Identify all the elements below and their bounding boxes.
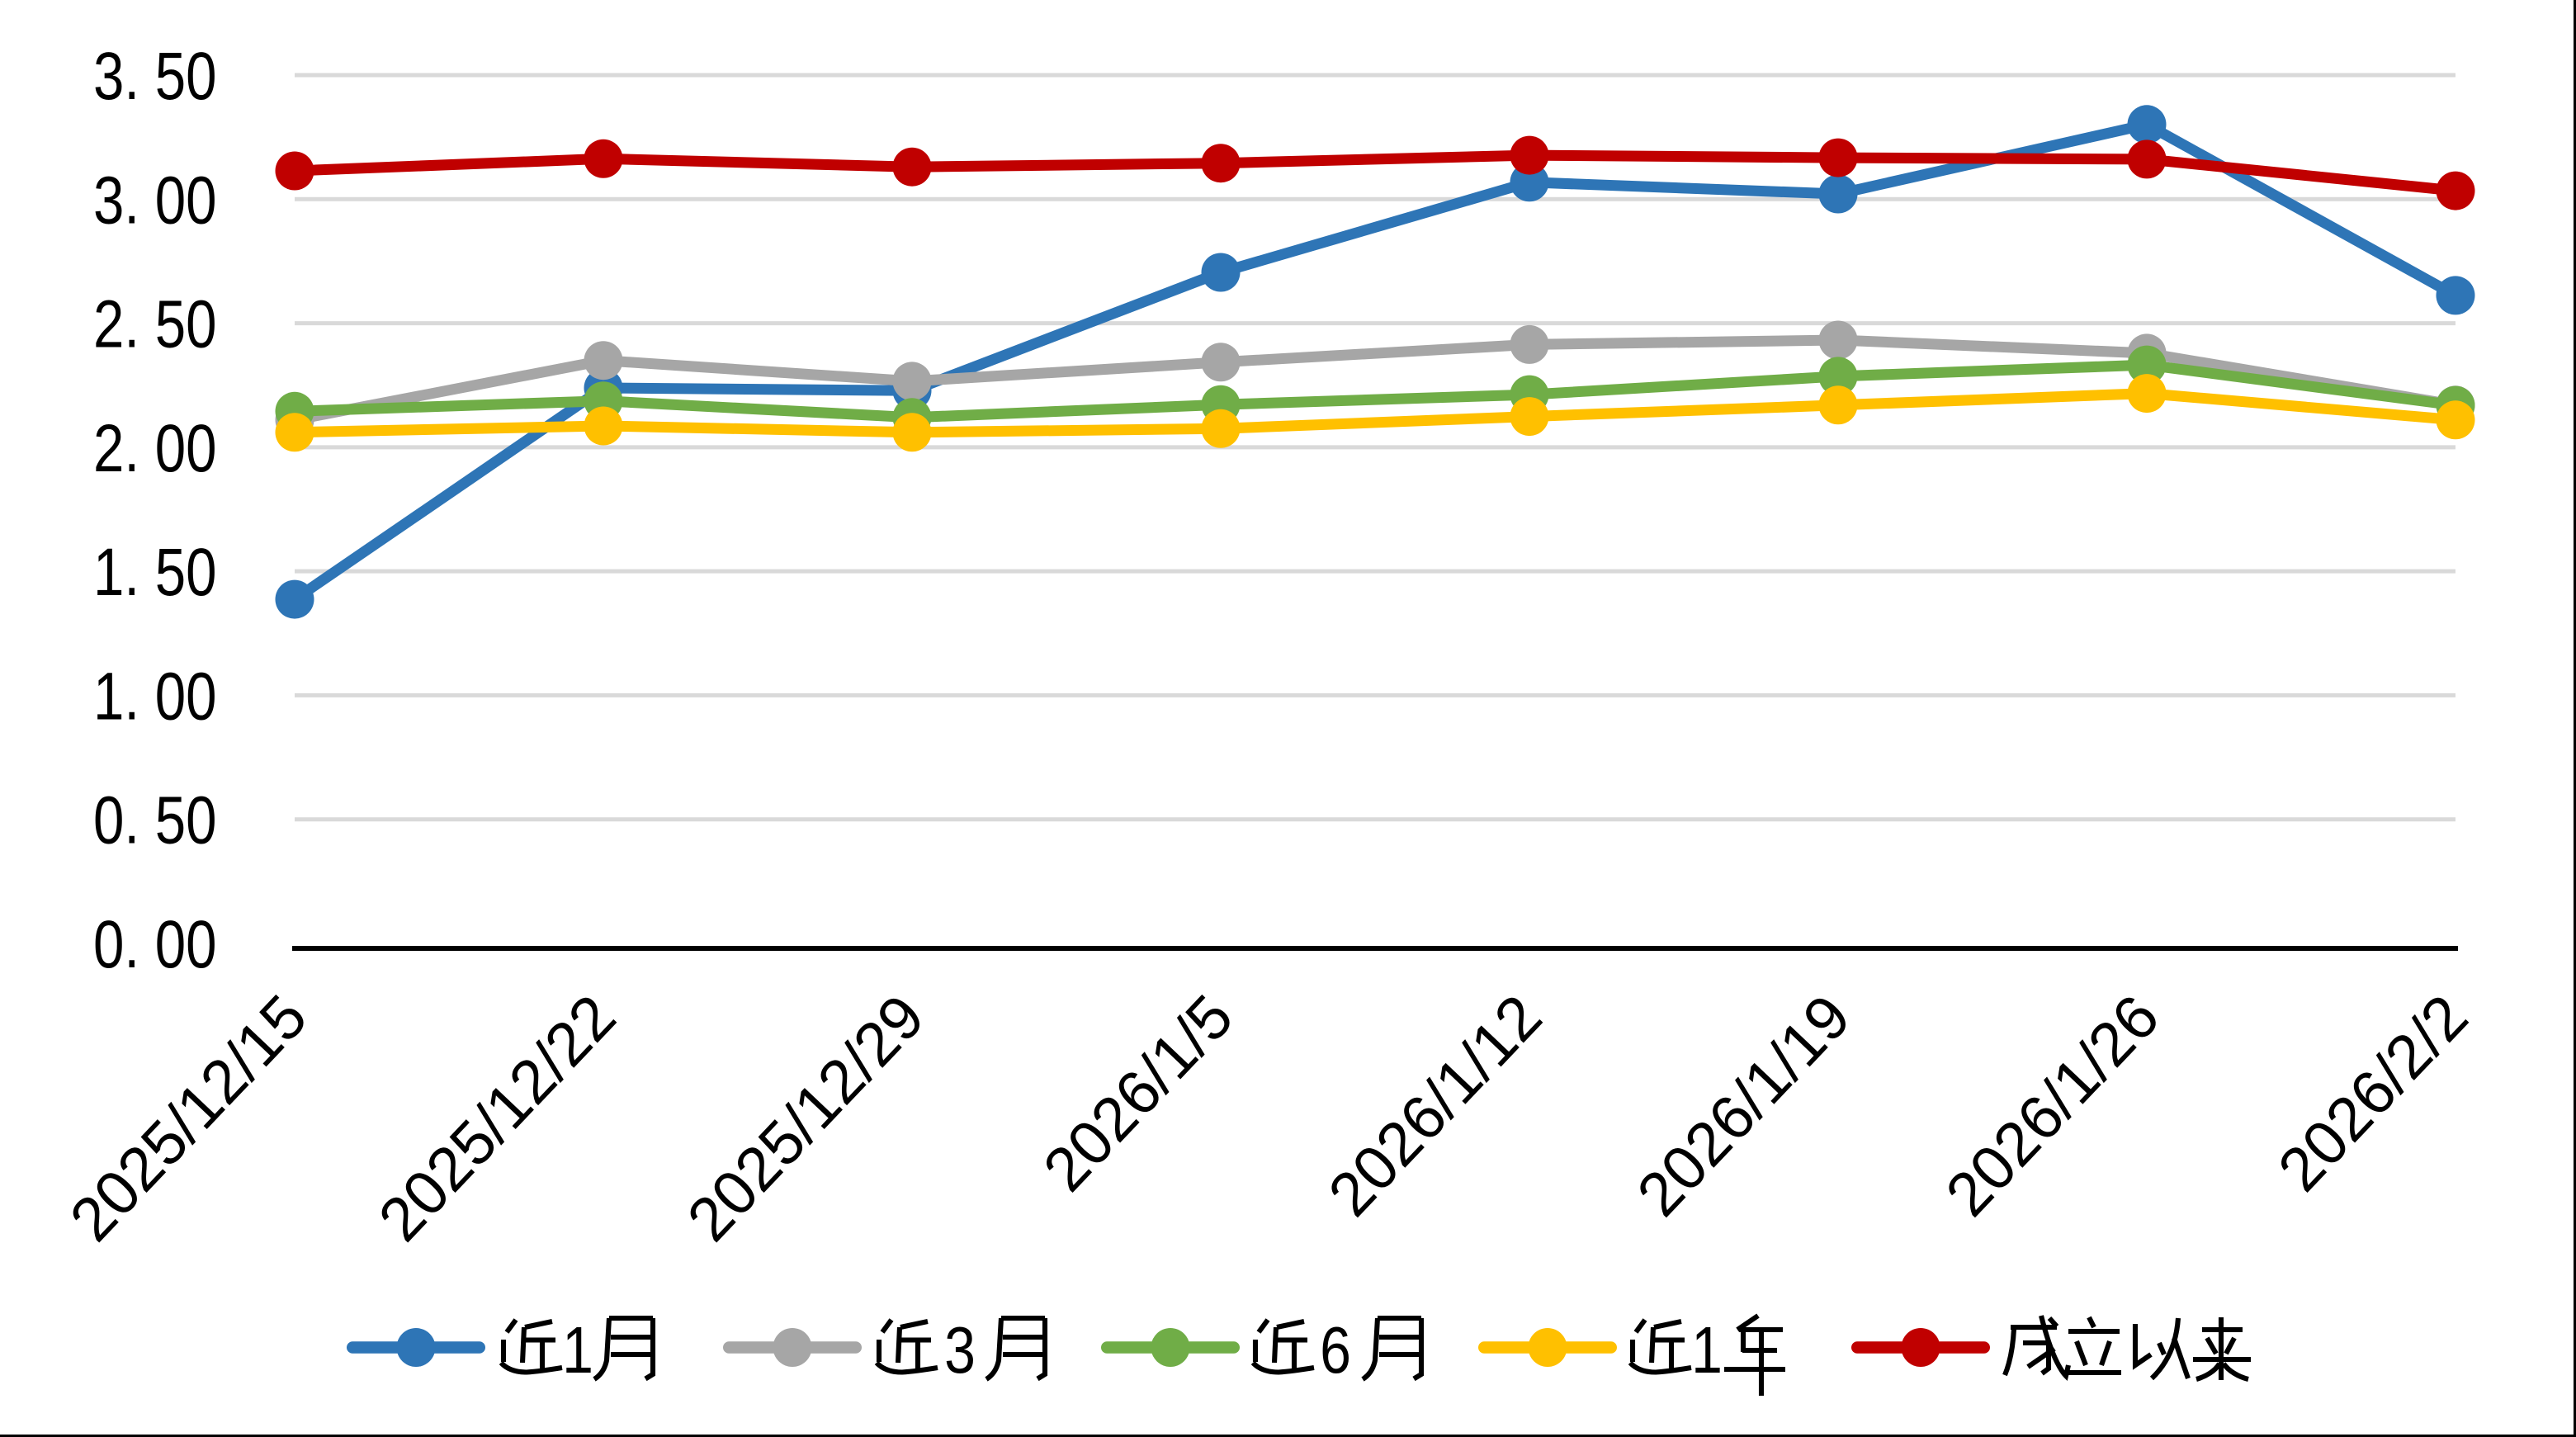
- svg-text:3. 00: 3. 00: [93, 162, 217, 238]
- svg-text:1: 1: [1691, 1313, 1723, 1387]
- svg-text:3: 3: [944, 1313, 976, 1387]
- svg-text:1. 00: 1. 00: [93, 658, 217, 734]
- svg-text:6: 6: [1320, 1313, 1351, 1387]
- svg-text:1. 50: 1. 50: [93, 534, 217, 610]
- svg-text:2. 50: 2. 50: [93, 286, 217, 362]
- svg-text:2. 00: 2. 00: [93, 410, 217, 486]
- svg-text:0. 00: 0. 00: [93, 906, 217, 982]
- svg-text:0. 50: 0. 50: [93, 782, 217, 858]
- svg-text:3. 50: 3. 50: [93, 38, 217, 114]
- svg-text:1: 1: [562, 1313, 593, 1387]
